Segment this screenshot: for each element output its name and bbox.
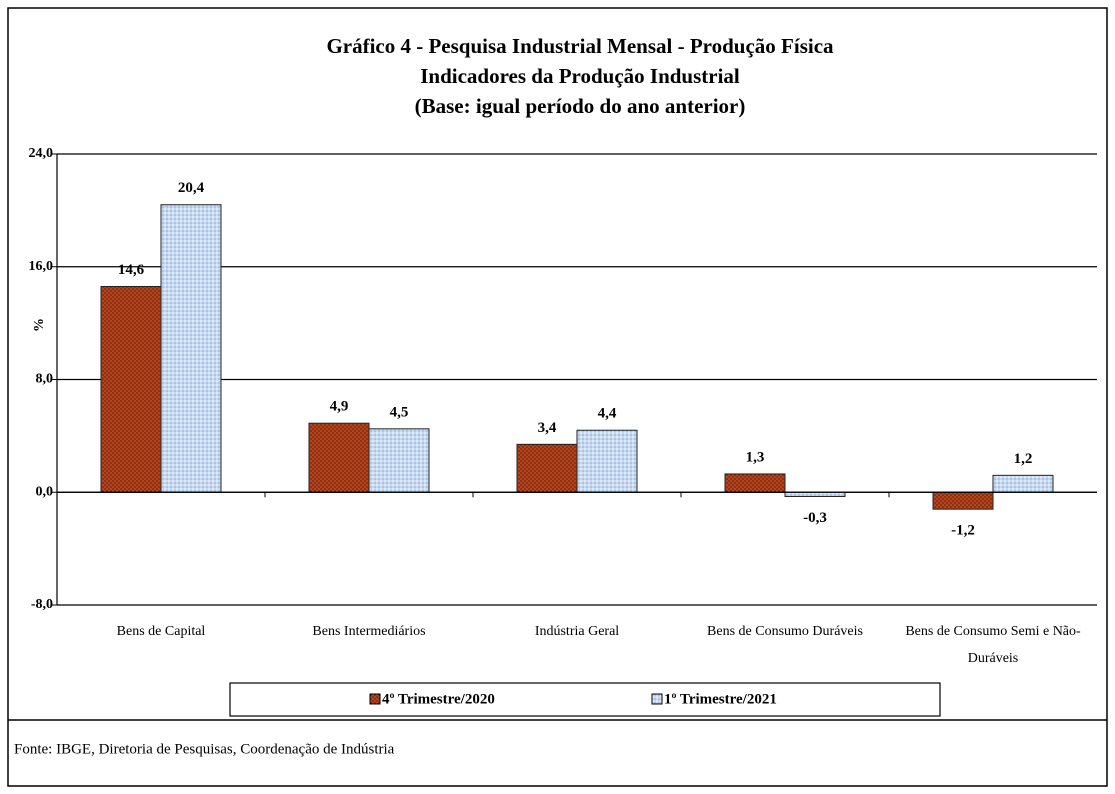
x-tick-label: Bens de Capital xyxy=(117,624,206,639)
chart-title: Gráfico 4 - Pesquisa Industrial Mensal -… xyxy=(326,34,834,58)
bar xyxy=(516,443,578,493)
y-tick-label: 16,0 xyxy=(29,259,54,274)
value-label: 4,5 xyxy=(390,404,409,420)
value-label: 1,2 xyxy=(1014,451,1033,467)
value-label: 14,6 xyxy=(118,262,145,278)
value-label: -0,3 xyxy=(803,510,827,526)
legend-label: 4º Trimestre/2020 xyxy=(382,691,495,707)
bar xyxy=(724,473,786,493)
bar xyxy=(160,204,222,493)
value-label: 1,3 xyxy=(746,449,765,465)
bar xyxy=(992,474,1054,493)
chart-title: Indicadores da Produção Industrial xyxy=(420,64,740,88)
y-tick-label: 8,0 xyxy=(36,372,54,387)
legend-swatch xyxy=(369,693,381,705)
bar xyxy=(100,285,162,493)
source: Fonte: IBGE, Diretoria de Pesquisas, Coo… xyxy=(14,741,395,757)
bar xyxy=(576,429,638,493)
value-label: 3,4 xyxy=(538,420,557,436)
x-tick-label: Bens Intermediários xyxy=(312,624,425,639)
y-tick-label: -8,0 xyxy=(31,597,53,612)
legend-label: 1º Trimestre/2021 xyxy=(664,691,777,707)
legend-box xyxy=(229,682,941,717)
value-label: 20,4 xyxy=(178,180,205,196)
x-tick-label: Bens de Consumo Duráveis xyxy=(707,624,863,639)
y-tick-label: 0,0 xyxy=(36,484,54,499)
value-label: 4,4 xyxy=(598,406,617,422)
value-label: -1,2 xyxy=(951,523,975,539)
x-tick-label: Indústria Geral xyxy=(535,624,619,639)
bar xyxy=(308,422,370,493)
x-tick-label: Bens de Consumo Semi e Não-Duráveis xyxy=(905,624,1081,666)
value-label: 4,9 xyxy=(330,399,349,415)
legend-swatch xyxy=(651,693,663,705)
bar xyxy=(932,491,994,510)
bar xyxy=(784,491,846,497)
chart-title: (Base: igual período do ano anterior) xyxy=(415,94,746,118)
y-axis-label: % xyxy=(32,318,47,332)
y-tick-label: 24,0 xyxy=(29,146,54,161)
bar xyxy=(368,428,430,493)
